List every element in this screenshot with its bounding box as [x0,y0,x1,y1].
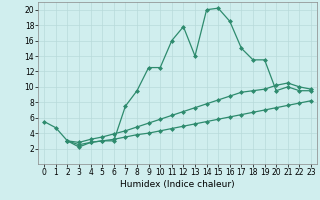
X-axis label: Humidex (Indice chaleur): Humidex (Indice chaleur) [120,180,235,189]
